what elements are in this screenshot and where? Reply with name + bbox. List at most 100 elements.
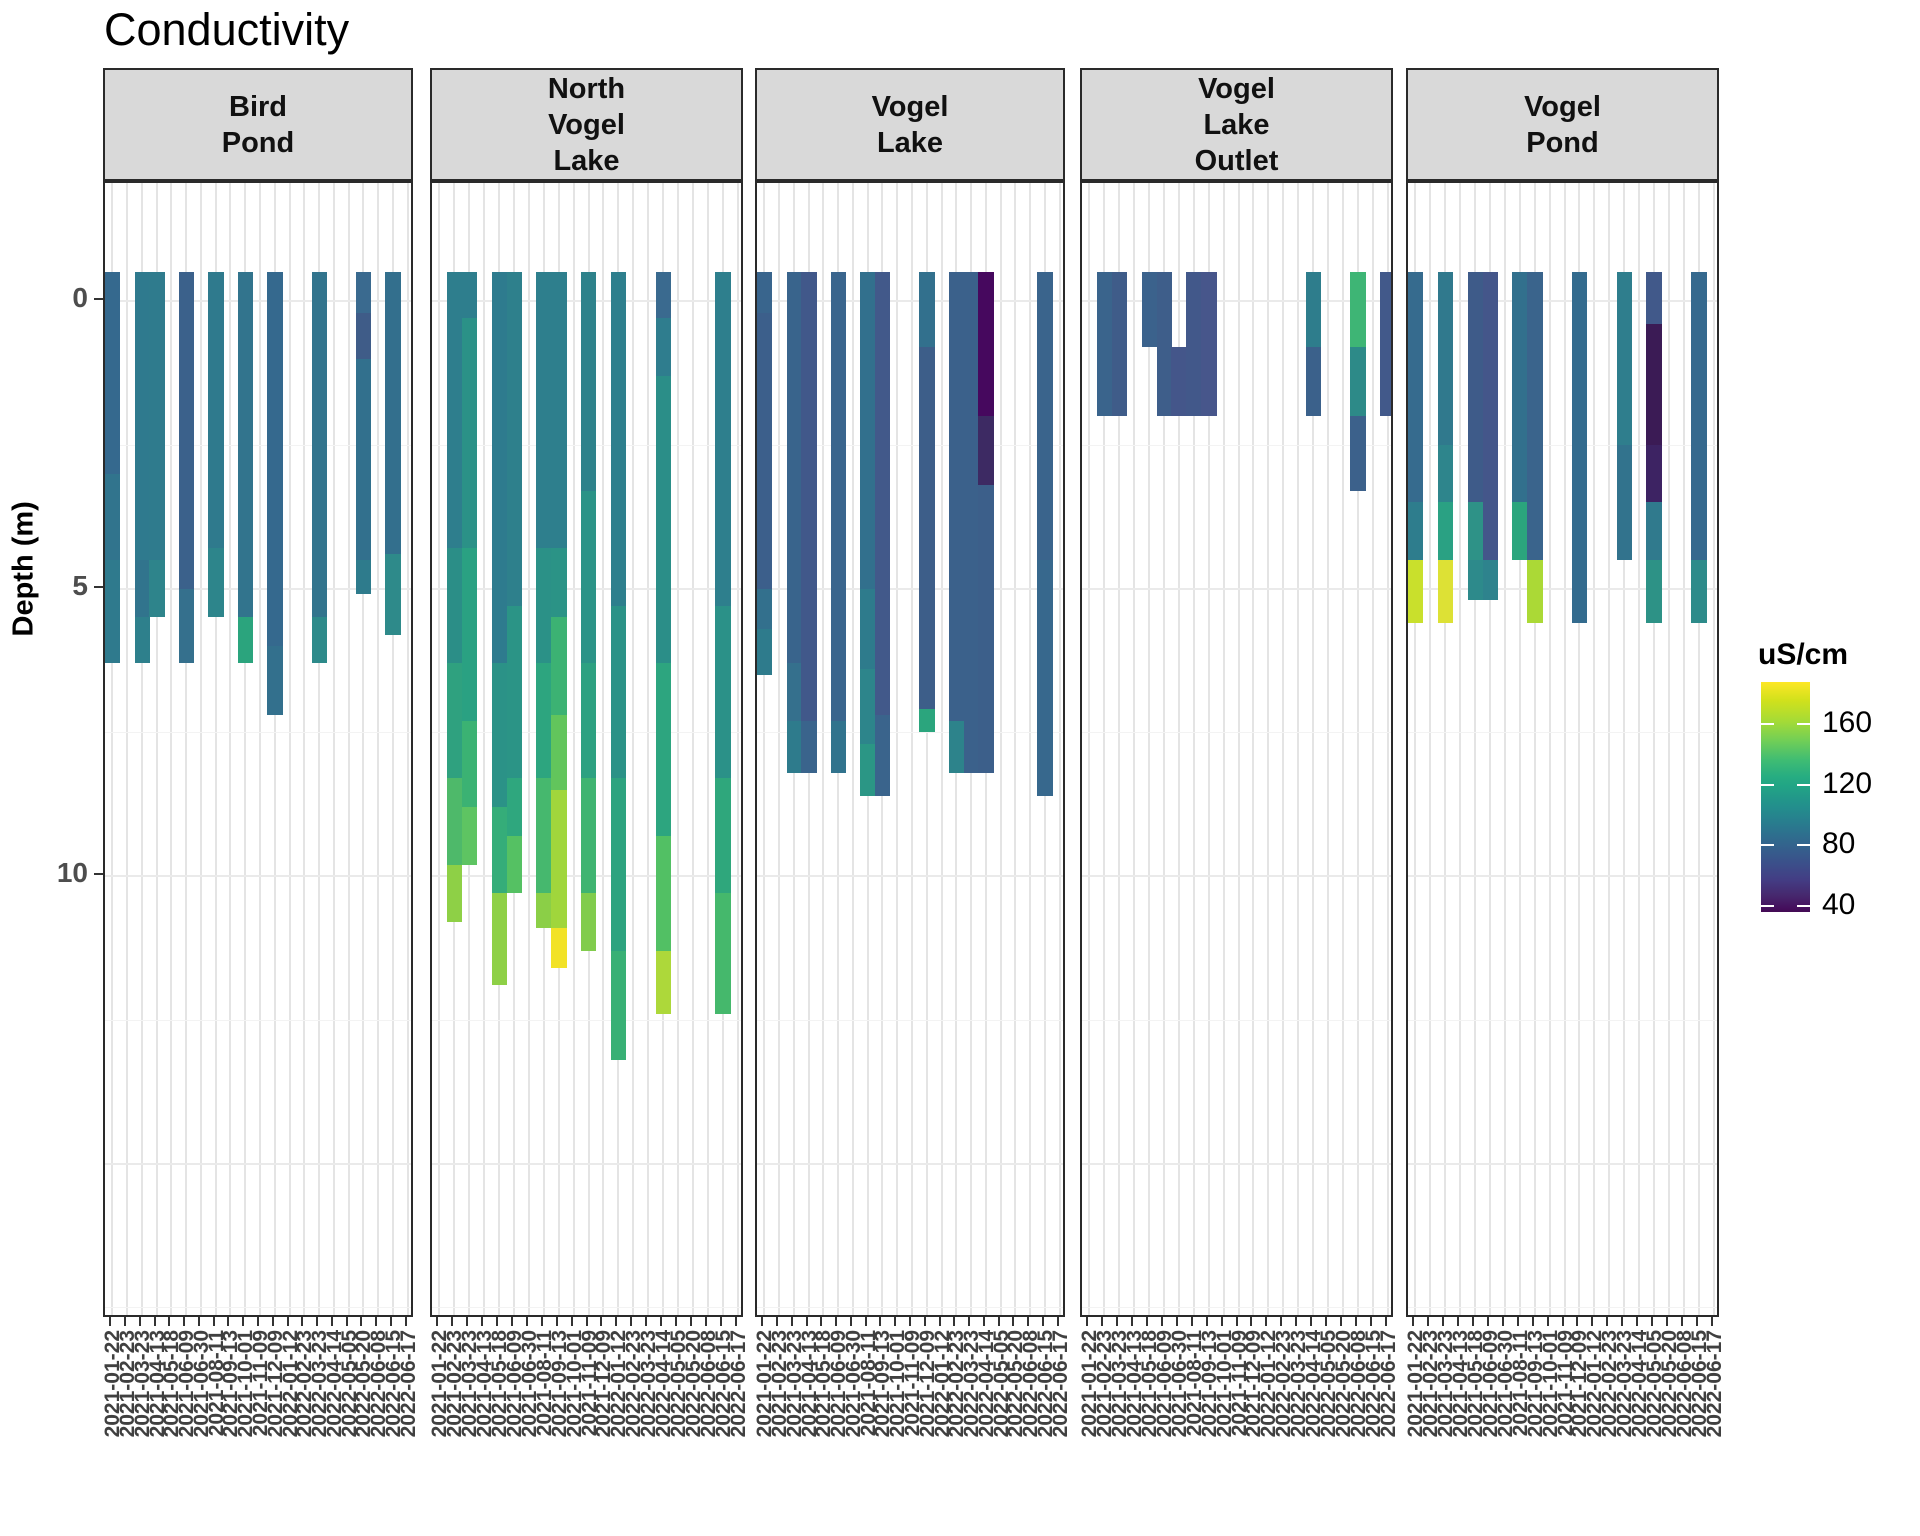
x-tick (1472, 1317, 1475, 1326)
conductivity-tile (655, 272, 671, 319)
conductivity-tile (786, 663, 802, 721)
conductivity-tile (1096, 272, 1113, 416)
x-tick (168, 1317, 171, 1326)
x-tick (1369, 1317, 1372, 1326)
conductivity-tile (446, 663, 463, 779)
x-tick (404, 1317, 407, 1326)
gridline-vertical (999, 183, 1002, 1315)
x-tick (1516, 1317, 1519, 1326)
conductivity-tile (461, 720, 478, 807)
x-tick (1220, 1317, 1223, 1326)
gridline-vertical (273, 183, 276, 1315)
x-tick (138, 1317, 141, 1326)
gridline-vertical (185, 183, 188, 1315)
legend-tick-dash (1761, 723, 1774, 726)
x-tick (1561, 1317, 1564, 1326)
conductivity-tile (134, 617, 150, 664)
x-tick (1486, 1317, 1489, 1326)
x-tick (301, 1317, 304, 1326)
gridline-minor (1408, 444, 1717, 446)
gridline-vertical (1697, 183, 1700, 1315)
conductivity-tile (267, 272, 283, 646)
x-tick (1027, 1317, 1030, 1326)
gridline-minor (757, 1307, 1063, 1309)
gridline-vertical (1297, 183, 1300, 1315)
conductivity-tile (536, 272, 552, 549)
gridline-minor (1408, 1019, 1717, 1021)
conductivity-tile (461, 318, 478, 549)
conductivity-tile (1408, 272, 1424, 503)
gridline-vertical (229, 183, 232, 1315)
x-tick (1086, 1317, 1089, 1326)
conductivity-tile (655, 950, 671, 1014)
gridline-vertical (1459, 183, 1462, 1315)
gridline-vertical (1162, 183, 1165, 1315)
conductivity-tile (948, 272, 965, 721)
gridline-vertical (438, 183, 441, 1315)
x-tick (1250, 1317, 1253, 1326)
conductivity-tile (506, 835, 522, 894)
conductivity-tile (978, 416, 994, 485)
conductivity-tile (978, 485, 994, 773)
gridline-vertical (391, 183, 394, 1315)
conductivity-tile (757, 628, 773, 675)
x-tick (968, 1317, 971, 1326)
x-tick (570, 1317, 573, 1326)
conductivity-tile (1186, 272, 1202, 416)
gridline-vertical (1503, 183, 1506, 1315)
gridline-vertical (1652, 183, 1655, 1315)
legend-title: uS/cm (1758, 638, 1849, 671)
gridline-major (1082, 875, 1391, 877)
legend-tick-dash (1797, 723, 1810, 726)
gridline-vertical (1192, 183, 1195, 1315)
conductivity-tile (355, 559, 372, 595)
conductivity-tile (149, 272, 165, 560)
conductivity-tile (581, 490, 597, 664)
x-tick (1546, 1317, 1549, 1326)
conductivity-tile (830, 720, 847, 773)
gridline-vertical (1282, 183, 1285, 1315)
conductivity-tile (105, 473, 121, 560)
x-tick (1650, 1317, 1653, 1326)
conductivity-tile (1350, 272, 1366, 347)
conductivity-tile (208, 272, 224, 549)
conductivity-tile (715, 605, 731, 779)
gridline-minor (432, 1019, 741, 1021)
conductivity-tile (1437, 559, 1454, 623)
x-tick (674, 1317, 677, 1326)
gridline-vertical (1088, 183, 1091, 1315)
conductivity-tile (461, 548, 478, 721)
conductivity-tile (178, 588, 195, 664)
x-tick (1665, 1317, 1668, 1326)
conductivity-tile (919, 709, 935, 733)
conductivity-tile (1646, 502, 1662, 560)
conductivity-tile (1691, 272, 1707, 560)
x-tick (805, 1317, 808, 1326)
conductivity-tile (134, 559, 150, 618)
conductivity-tile (1646, 559, 1662, 623)
x-tick-label: 2022-06-17 (726, 1330, 750, 1438)
conductivity-tile (551, 715, 567, 790)
gridline-vertical (155, 183, 158, 1315)
gridline-major (105, 300, 411, 302)
x-tick (271, 1317, 274, 1326)
gridline-vertical (1429, 183, 1432, 1315)
gridline-vertical (1682, 183, 1685, 1315)
conductivity-tile (506, 272, 522, 606)
gridline-minor (1408, 732, 1717, 734)
legend-tick-label: 160 (1822, 706, 1873, 740)
conductivity-tile (1691, 559, 1707, 623)
x-tick (1146, 1317, 1149, 1326)
x-tick (481, 1317, 484, 1326)
x-tick (615, 1317, 618, 1326)
conductivity-tile (385, 272, 401, 554)
gridline-minor (757, 444, 1063, 446)
conductivity-tile (581, 272, 597, 491)
legend-tick-label: 80 (1822, 827, 1856, 861)
conductivity-tile (446, 864, 463, 922)
x-tick (997, 1317, 1000, 1326)
x-tick (1621, 1317, 1624, 1326)
gridline-vertical (602, 183, 605, 1315)
facet-strip: Bird Pond (103, 68, 413, 181)
x-tick (938, 1317, 941, 1326)
